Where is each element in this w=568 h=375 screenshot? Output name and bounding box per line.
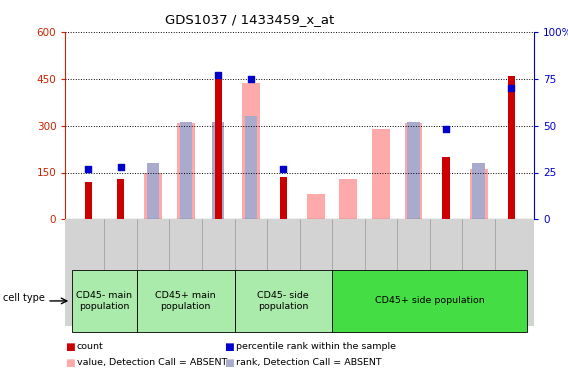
Bar <box>340 179 357 219</box>
Point <box>214 72 223 78</box>
Bar <box>144 172 162 219</box>
Text: CD45- main
population: CD45- main population <box>76 291 132 310</box>
Bar <box>442 157 450 219</box>
Text: CD45+ main
population: CD45+ main population <box>156 291 216 310</box>
Text: count: count <box>77 342 103 351</box>
Text: ■: ■ <box>224 358 234 368</box>
Text: CD45- side
population: CD45- side population <box>257 291 309 310</box>
Point <box>247 76 256 82</box>
Bar <box>307 194 325 219</box>
Bar <box>280 177 287 219</box>
Point <box>116 164 125 170</box>
Text: ■: ■ <box>65 342 75 352</box>
Bar <box>242 84 260 219</box>
Point <box>279 166 288 172</box>
Bar <box>177 123 195 219</box>
Text: value, Detection Call = ABSENT: value, Detection Call = ABSENT <box>77 358 227 368</box>
Point <box>83 166 93 172</box>
Bar <box>212 122 224 219</box>
Bar <box>372 129 390 219</box>
Text: GDS1037 / 1433459_x_at: GDS1037 / 1433459_x_at <box>165 13 335 26</box>
Bar <box>407 122 420 219</box>
Bar <box>473 163 485 219</box>
Bar <box>215 76 222 219</box>
Text: rank, Detection Call = ABSENT: rank, Detection Call = ABSENT <box>236 358 381 368</box>
Text: percentile rank within the sample: percentile rank within the sample <box>236 342 396 351</box>
Text: cell type: cell type <box>3 293 45 303</box>
Bar <box>179 122 192 219</box>
Bar <box>85 182 91 219</box>
Bar <box>245 116 257 219</box>
Point <box>507 85 516 91</box>
Text: ■: ■ <box>65 358 75 368</box>
Bar <box>117 179 124 219</box>
Text: CD45+ side population: CD45+ side population <box>375 296 485 305</box>
Bar <box>147 163 160 219</box>
Point <box>441 126 450 132</box>
Text: ■: ■ <box>224 342 234 352</box>
Bar <box>404 123 423 219</box>
Bar <box>508 76 515 219</box>
Bar <box>470 170 487 219</box>
